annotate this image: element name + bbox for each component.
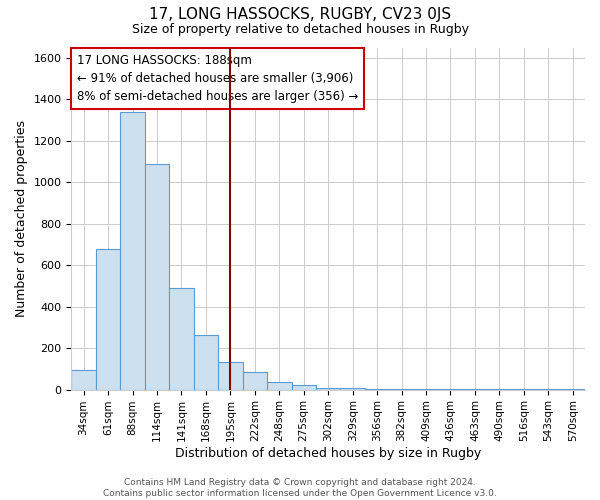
Text: Contains HM Land Registry data © Crown copyright and database right 2024.
Contai: Contains HM Land Registry data © Crown c… [103, 478, 497, 498]
Bar [414, 389, 438, 390]
Bar [169, 288, 194, 390]
Bar [340, 388, 365, 390]
Bar [145, 164, 169, 390]
Bar [267, 382, 292, 390]
Text: 17 LONG HASSOCKS: 188sqm
← 91% of detached houses are smaller (3,906)
8% of semi: 17 LONG HASSOCKS: 188sqm ← 91% of detach… [77, 54, 358, 104]
Bar [218, 362, 242, 390]
Bar [194, 334, 218, 390]
Bar [71, 370, 96, 390]
Bar [292, 386, 316, 390]
Bar [96, 248, 121, 390]
Bar [389, 389, 414, 390]
X-axis label: Distribution of detached houses by size in Rugby: Distribution of detached houses by size … [175, 447, 481, 460]
Bar [121, 112, 145, 390]
Text: 17, LONG HASSOCKS, RUGBY, CV23 0JS: 17, LONG HASSOCKS, RUGBY, CV23 0JS [149, 8, 451, 22]
Bar [242, 372, 267, 390]
Bar [316, 388, 340, 390]
Bar [365, 388, 389, 390]
Y-axis label: Number of detached properties: Number of detached properties [15, 120, 28, 317]
Text: Size of property relative to detached houses in Rugby: Size of property relative to detached ho… [131, 22, 469, 36]
